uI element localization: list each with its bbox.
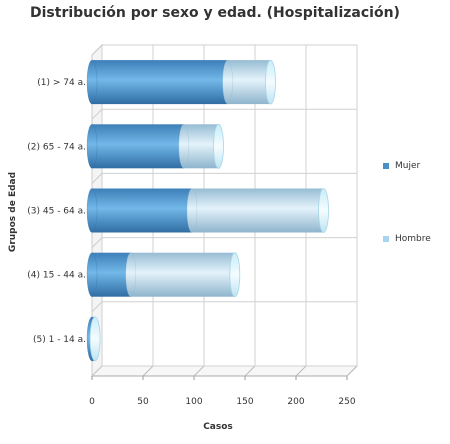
bar-hombre: [178, 124, 219, 169]
gridline-y-side: [91, 237, 103, 248]
legend-item-hombre[interactable]: Hombre: [383, 234, 431, 244]
bar-mujer: [86, 124, 184, 169]
bar-hombre: [222, 59, 271, 105]
y-tick-label: (5) 1 - 14 a.: [33, 335, 86, 345]
bar-hombre: [125, 252, 235, 297]
labels: 0 50 100 150 200 250 (1) > 74 a. (2) 65 - 74 a.…: [27, 78, 356, 407]
x-tick-label: 150: [236, 397, 253, 407]
bar-end-cap: [213, 123, 224, 169]
bar-body: [183, 124, 219, 169]
legend-item-mujer[interactable]: Mujer: [383, 161, 420, 171]
bar-start-cap: [86, 188, 98, 233]
x-axis-title: Casos: [203, 422, 233, 432]
floor: [90, 365, 359, 377]
gridline-depth: [295, 365, 307, 377]
bars: [86, 59, 329, 362]
x-tick-label: 0: [89, 397, 95, 407]
bar-mujer: [86, 252, 131, 297]
bar-hombre: [186, 188, 324, 233]
bar-start-cap: [86, 59, 98, 105]
bar-start-cap: [125, 252, 137, 297]
bar-end-cap: [89, 316, 101, 362]
bar-body: [92, 124, 184, 169]
y-tick-label: (2) 65 - 74 a.: [27, 142, 86, 152]
bar-body: [191, 188, 324, 233]
gridline-depth: [244, 365, 256, 377]
bar-start-cap: [178, 124, 190, 169]
y-tick-label: (1) > 74 a.: [37, 78, 86, 88]
x-tick-label: 50: [137, 397, 149, 407]
gridline-y-side: [91, 301, 103, 313]
bar-mujer: [86, 59, 228, 105]
bar-start-cap: [222, 59, 233, 105]
legend-label-hombre: Hombre: [395, 234, 431, 244]
x-tick-label: 200: [287, 397, 304, 407]
y-axis-title: Grupos de Edad: [8, 172, 18, 252]
gridline-depth: [193, 365, 205, 377]
chart-title: Distribución por sexo y edad. (Hospitali…: [30, 5, 400, 21]
gridline-depth: [142, 365, 154, 377]
legend-swatch-hombre: [383, 236, 389, 242]
gridline-depth: [346, 365, 358, 377]
bar-end-cap: [229, 252, 241, 298]
legend-swatch-mujer: [383, 163, 389, 169]
bar-mujer: [86, 188, 192, 233]
bar-start-cap: [86, 252, 98, 297]
y-tick-label: (4) 15 - 44 a.: [27, 271, 86, 281]
x-tick-label: 100: [185, 397, 202, 407]
gridline-y-side: [91, 108, 103, 120]
bar-body: [92, 188, 192, 233]
gridline-y-side: [91, 44, 103, 56]
bar-body: [227, 60, 271, 105]
bar-start-cap: [86, 124, 98, 169]
legend-label-mujer: Mujer: [395, 161, 421, 171]
bar-body: [92, 60, 228, 105]
bar-body: [130, 252, 235, 297]
bar-end-cap: [318, 188, 329, 233]
x-tick-label: 250: [338, 397, 355, 407]
bar-end-cap: [265, 59, 276, 105]
bar-body: [92, 252, 131, 297]
gridline-y-side: [91, 365, 103, 377]
gridline-y-side: [91, 173, 103, 184]
bar-start-cap: [186, 188, 198, 233]
y-tick-label: (3) 45 - 64 a.: [27, 207, 86, 217]
